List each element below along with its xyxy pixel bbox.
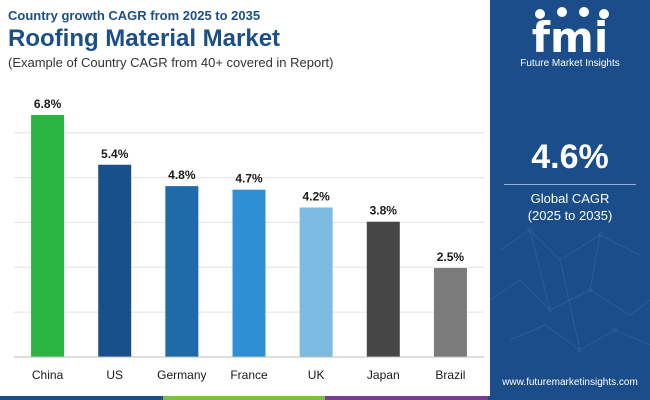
tick-label-uk: UK <box>308 368 325 382</box>
data-label-japan: 3.8% <box>370 204 398 218</box>
data-label-germany: 4.8% <box>168 168 196 182</box>
logo-dot-icon <box>579 7 589 17</box>
chart-kicker: Country growth CAGR from 2025 to 2035 <box>8 8 261 23</box>
fmi-logo-mark: fmi <box>532 7 609 62</box>
footer-segment <box>0 396 163 400</box>
data-label-uk: 4.2% <box>302 189 330 203</box>
data-label-brazil: 2.5% <box>437 250 465 264</box>
bar-germany <box>165 186 199 357</box>
chart-title: Roofing Material Market <box>8 25 281 52</box>
logo-dot-icon <box>535 9 545 19</box>
logo-letters: fmi <box>532 13 608 60</box>
tick-label-brazil: Brazil <box>435 368 465 382</box>
cagr-label-line1: Global CAGR <box>530 191 610 206</box>
sidebar-pattern <box>490 227 650 353</box>
data-label-us: 5.4% <box>101 147 129 161</box>
bar-france <box>232 189 266 357</box>
fmi-logo: fmi Future Market Insights <box>490 0 650 80</box>
global-cagr-value: 4.6% <box>531 138 609 176</box>
logo-dot-icon <box>557 7 567 17</box>
bar-chart: 6.8% China 5.4% US 4.8% Germany 4.7% France 4.2%… <box>14 97 484 382</box>
bar-brazil <box>433 268 467 357</box>
data-label-france: 4.7% <box>235 172 263 186</box>
logo-text: Future Market Insights <box>520 58 620 69</box>
bar-uk <box>299 207 333 357</box>
tick-label-us: US <box>106 368 123 382</box>
tick-label-france: France <box>230 368 268 382</box>
tick-label-germany: Germany <box>157 368 206 382</box>
data-label-china: 6.8% <box>34 97 62 111</box>
bar-japan <box>366 221 400 357</box>
bar-china <box>31 114 65 357</box>
footer-segment <box>487 396 650 400</box>
cagr-divider <box>504 184 636 185</box>
website-link[interactable]: www.futuremarketinsights.com <box>502 377 638 388</box>
footer-color-bar <box>0 396 650 400</box>
footer-segment <box>162 396 325 400</box>
logo-dot-icon <box>599 9 609 19</box>
chart-note: (Example of Country CAGR from 40+ covere… <box>8 55 334 70</box>
global-cagr-label: Global CAGR (2025 to 2035) <box>490 190 650 224</box>
footer-segment <box>325 396 488 400</box>
bar-us <box>98 164 132 357</box>
chart-header: Country growth CAGR from 2025 to 2035 Ro… <box>8 8 334 71</box>
sidebar-panel: fmi Future Market Insights 4.6% Global C… <box>490 0 650 400</box>
cagr-label-line2: (2025 to 2035) <box>527 208 613 223</box>
tick-label-japan: Japan <box>367 368 400 382</box>
tick-label-china: China <box>32 368 64 382</box>
